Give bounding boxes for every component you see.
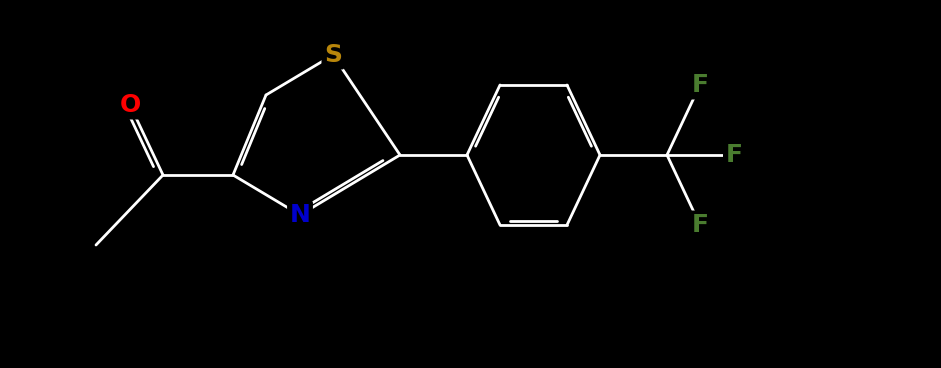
Text: F: F xyxy=(692,73,709,97)
Text: S: S xyxy=(324,43,342,67)
Text: F: F xyxy=(692,213,709,237)
Text: F: F xyxy=(726,143,742,167)
Text: O: O xyxy=(120,93,140,117)
Text: N: N xyxy=(290,203,311,227)
